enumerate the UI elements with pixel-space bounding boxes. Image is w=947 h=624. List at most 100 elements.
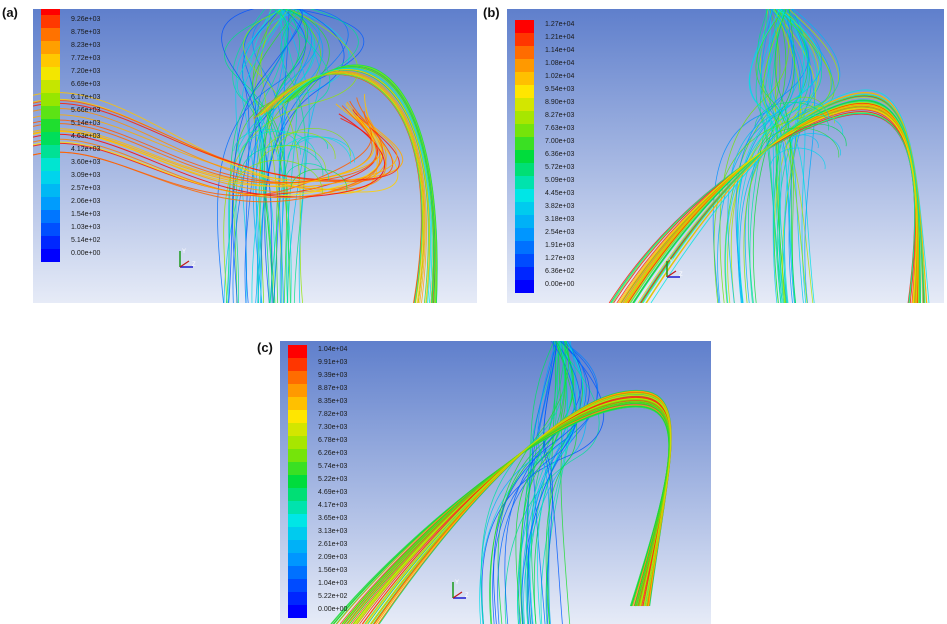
legend-swatch (41, 106, 60, 119)
legend-swatch (515, 280, 534, 293)
legend-value: 1.27e+04 (545, 21, 575, 28)
legend-row: 1.03e+03 (39, 223, 179, 236)
legend-value: 3.60e+03 (71, 159, 101, 166)
legend-row: 9.54e+03 (513, 85, 653, 98)
legend-swatch (515, 150, 534, 163)
legend-swatch (41, 236, 60, 249)
legend-swatch (288, 384, 307, 397)
legend-swatch (288, 345, 307, 358)
y-axis-label: Y (455, 580, 459, 586)
legend-value: 7.20e+03 (71, 68, 101, 75)
streamline (261, 72, 425, 303)
legend-row: 4.12e+03 (39, 145, 179, 158)
streamline (610, 112, 916, 303)
streamline (737, 9, 821, 303)
legend-swatch (515, 228, 534, 241)
legend-value: 6.69e+03 (71, 81, 101, 88)
legend-swatch (515, 176, 534, 189)
streamline (33, 103, 375, 187)
legend-value: 6.36e+02 (545, 268, 575, 275)
legend-row: 1.14e+04 (513, 46, 653, 59)
legend-swatch (515, 267, 534, 280)
streamline (258, 9, 286, 303)
legend-row: 1.54e+03 (39, 210, 179, 223)
legend-row: 1.04e+03 (286, 579, 426, 592)
legend-value: 1.04e+03 (318, 580, 348, 587)
z-axis-label: Z (192, 262, 196, 268)
legend-row: 5.22e+03 (286, 475, 426, 488)
streamline-plot-b: 1.27e+04 1.21e+04 1.14e+04 1.08e+04 1.02e+04… (507, 9, 944, 303)
legend-swatch (41, 210, 60, 223)
streamline (364, 395, 671, 624)
streamline (719, 9, 789, 303)
legend-row: 9.26e+03 (39, 15, 179, 28)
legend-swatch (515, 33, 534, 46)
streamline (526, 341, 561, 624)
legend-value: 2.09e+03 (318, 554, 348, 561)
legend-row: 2.61e+03 (286, 540, 426, 553)
streamline-render-c (280, 341, 711, 624)
legend-value: 5.14e+03 (71, 120, 101, 127)
legend-row: 9.77e+03 (39, 9, 179, 15)
legend-swatch (515, 124, 534, 137)
legend-value: 9.91e+03 (318, 359, 348, 366)
panel-b: (b) 1.27e+04 1.21e+04 1.14e+04 1.08e+04 1.02… (481, 0, 947, 305)
legend-swatch (41, 158, 60, 171)
legend-row: 4.63e+03 (39, 132, 179, 145)
legend-value: 3.82e+03 (545, 203, 575, 210)
panel-label-a: (a) (2, 5, 18, 20)
legend-value: 4.17e+03 (318, 502, 348, 509)
streamline (276, 128, 351, 157)
legend-swatch (515, 59, 534, 72)
legend-swatch (515, 72, 534, 85)
streamline (788, 123, 847, 147)
streamline (521, 341, 581, 624)
streamline (287, 136, 355, 163)
streamline (233, 9, 307, 303)
streamline (778, 9, 805, 303)
legend-swatch (288, 488, 307, 501)
legend-swatch (41, 54, 60, 67)
legend-swatch (288, 514, 307, 527)
streamline (296, 135, 328, 149)
streamline (286, 163, 330, 181)
legend-row: 0.00e+00 (286, 605, 426, 618)
streamline (290, 168, 348, 191)
streamline (232, 9, 266, 303)
streamline (786, 134, 819, 149)
legend-swatch (41, 223, 60, 236)
legend-swatch (41, 9, 60, 15)
legend-value: 1.91e+03 (545, 242, 575, 249)
legend-row: 1.91e+03 (513, 241, 653, 254)
legend-row: 5.72e+03 (513, 163, 653, 176)
legend-row: 7.72e+03 (39, 54, 179, 67)
legend-value: 5.14e+02 (71, 237, 101, 244)
streamline (754, 102, 829, 131)
legend-swatch (288, 358, 307, 371)
legend-row: 1.27e+03 (513, 254, 653, 267)
legend-row: 1.04e+04 (286, 345, 426, 358)
legend-row: 1.56e+03 (286, 566, 426, 579)
legend-row: 9.91e+03 (286, 358, 426, 371)
legend-value: 7.82e+03 (318, 411, 348, 418)
streamline (233, 159, 323, 194)
streamline (281, 9, 310, 303)
legend-row: 5.14e+02 (39, 236, 179, 249)
legend-value: 3.13e+03 (318, 528, 348, 535)
legend-swatch (515, 163, 534, 176)
streamline (755, 9, 796, 303)
streamline-render-b (507, 9, 944, 303)
legend-value: 6.26e+03 (318, 450, 348, 457)
legend-swatch (41, 184, 60, 197)
legend-value: 2.06e+03 (71, 198, 101, 205)
legend-value: 5.09e+03 (545, 177, 575, 184)
panel-c: (c) 1.04e+04 9.91e+03 9.39e+03 8.87e+03 8.35… (255, 335, 715, 624)
streamline (493, 341, 590, 624)
legend-swatch (515, 85, 534, 98)
legend-swatch (515, 137, 534, 150)
streamline (531, 341, 566, 624)
legend-value: 5.72e+03 (545, 164, 575, 171)
legend-value: 6.36e+03 (545, 151, 575, 158)
streamline (291, 64, 438, 303)
legend-row: 7.82e+03 (286, 410, 426, 423)
